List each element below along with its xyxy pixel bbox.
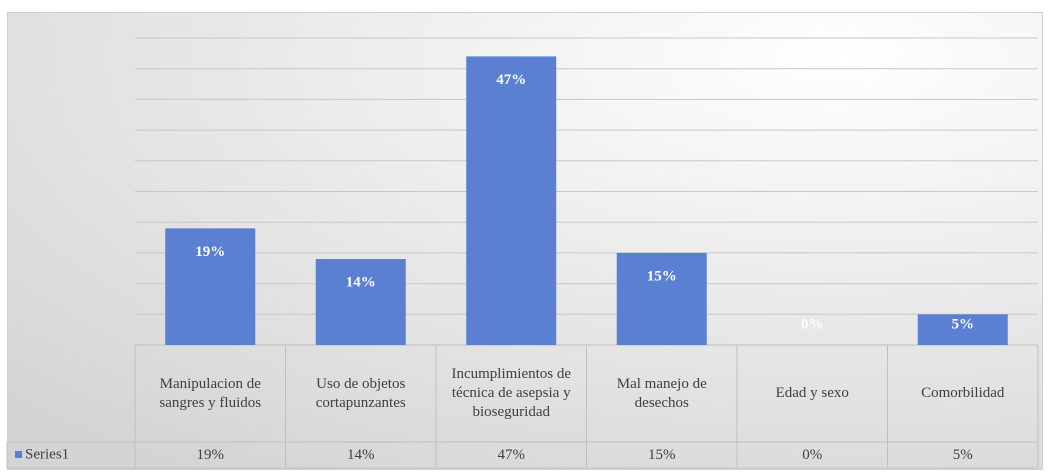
bar xyxy=(315,259,406,345)
category-label: Manipulacion de sangres y fluidos xyxy=(159,375,262,411)
bar xyxy=(165,228,256,345)
legend-swatch xyxy=(15,451,22,458)
category-label: Incumplimientos de técnica de asepsia y … xyxy=(451,366,572,420)
table-value-cell: 14% xyxy=(347,446,375,463)
legend-label: Series1 xyxy=(25,446,69,462)
table-value: 14% xyxy=(347,446,375,463)
value-label: 19% xyxy=(195,244,225,260)
table-value: 15% xyxy=(648,446,676,463)
category-label-cell: Incumplimientos de técnica de asepsia y … xyxy=(451,366,572,420)
value-label: 47% xyxy=(496,72,526,88)
category-label-cell: Mal manejo de desechos xyxy=(616,375,707,411)
bar xyxy=(917,314,1008,345)
bar xyxy=(616,252,707,345)
category-label: Edad y sexo xyxy=(775,385,849,401)
category-label-cell: Manipulacion de sangres y fluidos xyxy=(159,375,262,411)
table-value-cell: 19% xyxy=(196,446,225,463)
category-label-cell: Comorbilidad xyxy=(921,385,1005,401)
value-label: 5% xyxy=(952,316,975,332)
category-label: Uso de objetos cortapunzantes xyxy=(315,375,406,411)
category-label: Comorbilidad xyxy=(921,385,1005,401)
value-label: 0% xyxy=(801,316,824,332)
bar xyxy=(466,56,557,346)
table-value-cell: 47% xyxy=(497,446,526,463)
table-value-cell: 15% xyxy=(648,446,676,463)
table-value-cell: 0% xyxy=(802,446,823,463)
category-label-cell: Edad y sexo xyxy=(775,385,849,401)
value-label: 15% xyxy=(647,268,677,284)
table-value: 0% xyxy=(802,446,823,463)
table-value: 47% xyxy=(497,446,526,463)
table-value: 19% xyxy=(196,446,225,463)
category-label: Mal manejo de desechos xyxy=(616,375,707,411)
value-label: 14% xyxy=(346,274,376,290)
table-value-cell: 5% xyxy=(952,446,973,463)
category-label-cell: Uso de objetos cortapunzantes xyxy=(315,375,406,411)
table-value: 5% xyxy=(952,446,973,463)
